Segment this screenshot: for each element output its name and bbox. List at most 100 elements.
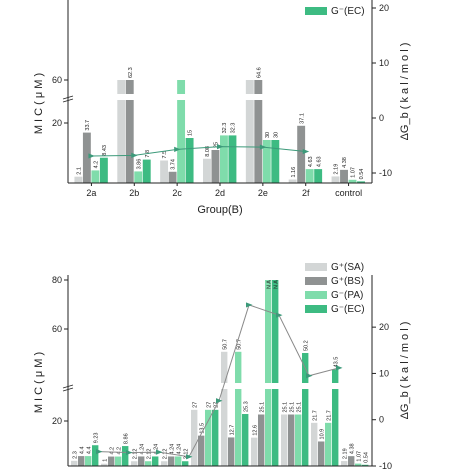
legend-swatch-bottom-1 bbox=[305, 277, 327, 285]
bar-bottom-s3-c3 bbox=[182, 461, 188, 466]
bar-top-s3-c3 bbox=[229, 135, 237, 183]
bar-bottom-s3-c2 bbox=[152, 456, 158, 466]
bar-bottom-s3-c5 bbox=[242, 414, 248, 466]
data-label-bottom-s2-c9: 1.07 bbox=[356, 451, 362, 462]
y-tick-label-top-1: 60 bbox=[52, 75, 62, 85]
bar-top-s0-c0 bbox=[74, 177, 82, 183]
x-tick-label-top-3: 2d bbox=[215, 188, 225, 198]
x-axis-title-top: Group(B) bbox=[197, 204, 242, 216]
y2-tick-label-bottom-0: 20 bbox=[379, 322, 389, 332]
data-label-top-s0-c2: 7.5 bbox=[162, 151, 168, 159]
bar-top-s3-c2 bbox=[186, 138, 194, 183]
bar-bottom-s0-c3 bbox=[161, 461, 167, 466]
data-label-bottom-s3-c1: 8.86 bbox=[123, 433, 129, 444]
data-label-bottom-s1-c0: 4.4 bbox=[79, 446, 85, 454]
y2-tick-label-top-3: -10 bbox=[379, 168, 392, 178]
bar-bottom-s0-c5 bbox=[221, 352, 227, 466]
data-label-top-s0-c6: 2.19 bbox=[334, 164, 340, 175]
data-label-top-s1-c1: 62.3 bbox=[128, 67, 134, 78]
bar-top-s3-c4 bbox=[271, 140, 279, 183]
y2-tick-label-bottom-3: -10 bbox=[379, 461, 392, 471]
x-tick-label-top-2: 2c bbox=[172, 188, 182, 198]
x-tick-label-top-0: 2a bbox=[86, 188, 96, 198]
data-label-bottom-s3-c6: N A bbox=[273, 280, 279, 289]
data-label-top-s1-c2: 3.74 bbox=[171, 159, 177, 170]
legend-label-bottom-3: G⁻(EC) bbox=[331, 304, 365, 315]
x-tick-label-top-5: 2f bbox=[302, 188, 310, 198]
bar-top-s3-c5 bbox=[314, 169, 322, 183]
bar-bottom-s2-c1 bbox=[115, 457, 121, 466]
data-label-bottom-s1-c7: 25.1 bbox=[289, 402, 295, 413]
data-label-top-s1-c6: 4.38 bbox=[342, 157, 348, 168]
data-label-bottom-s0-c9: 2.19 bbox=[342, 448, 348, 459]
bar-bottom-s3-c7 bbox=[302, 353, 308, 466]
data-label-top-s2-c6: 1.07 bbox=[351, 167, 357, 178]
data-label-bottom-s1-c6: 25.1 bbox=[259, 402, 265, 413]
y2-tick-label-top-1: 10 bbox=[379, 58, 389, 68]
y-axis-title-top: M I C ( μ M ) bbox=[33, 73, 45, 134]
data-label-bottom-s1-c5: 12.7 bbox=[229, 425, 235, 436]
data-label-bottom-s1-c3: 4.24 bbox=[169, 444, 175, 455]
data-label-bottom-s1-c8: 10.9 bbox=[319, 429, 325, 440]
bar-top-s0-c5 bbox=[289, 180, 297, 183]
dG-marker-bottom-0 bbox=[96, 449, 103, 454]
data-label-bottom-s2-c7: 25.1 bbox=[296, 402, 302, 413]
bar-bottom-s2-c6 bbox=[265, 280, 271, 466]
y-axis-title-bottom: M I C ( μ M ) bbox=[33, 352, 45, 413]
bar-bottom-s2-c4 bbox=[205, 410, 211, 466]
y-tick-label-bottom-1: 60 bbox=[52, 324, 62, 334]
dG-marker-bottom-6 bbox=[276, 313, 283, 318]
data-label-top-s3-c6: 0.54 bbox=[359, 169, 365, 180]
data-label-bottom-s1-c1: 4.2 bbox=[109, 447, 115, 455]
bar-bottom-s0-c0 bbox=[71, 461, 77, 466]
y2-axis-title-top: ΔG_b ( k a l / m o l ) bbox=[399, 43, 411, 141]
data-label-bottom-s2-c8: 21.7 bbox=[326, 410, 332, 421]
bar-top-s1-c2 bbox=[169, 172, 177, 183]
x-tick-label-top-4: 2e bbox=[258, 188, 268, 198]
dG-marker-top-0 bbox=[88, 153, 95, 158]
data-label-bottom-s2-c0: 4.4 bbox=[86, 446, 92, 454]
bar-bottom-s2-c7 bbox=[295, 415, 301, 466]
bar-top-s0-c3 bbox=[203, 159, 211, 183]
y2-tick-label-top-0: 20 bbox=[379, 3, 389, 13]
bar-top-s1-c6 bbox=[340, 170, 348, 183]
data-label-bottom-s3-c5: 25.3 bbox=[243, 401, 249, 412]
data-label-bottom-s1-c9: 4.38 bbox=[349, 443, 355, 454]
dG-marker-bottom-5 bbox=[246, 302, 253, 307]
legend-label-bottom-0: G⁺(SA) bbox=[331, 262, 364, 273]
data-label-top-s2-c0: 4.2 bbox=[93, 161, 99, 169]
axis-break-band bbox=[62, 94, 376, 100]
bar-bottom-s0-c2 bbox=[131, 461, 137, 466]
bar-top-s2-c0 bbox=[91, 170, 99, 183]
data-label-top-s3-c5: 4.63 bbox=[316, 156, 322, 167]
data-label-top-s2-c5: 4.63 bbox=[308, 156, 314, 167]
bar-bottom-s0-c9 bbox=[341, 461, 347, 466]
y2-axis-title-bottom: ΔG_b ( k a l / m o l ) bbox=[399, 322, 411, 420]
legend-swatch-bottom-2 bbox=[305, 291, 327, 299]
bar-bottom-s1-c0 bbox=[78, 456, 84, 466]
data-label-bottom-s0-c1: 1 bbox=[102, 459, 108, 462]
bar-bottom-s1-c5 bbox=[228, 437, 234, 466]
data-label-top-s3-c4: 30 bbox=[273, 132, 279, 138]
data-label-bottom-s2-c1: 4.2 bbox=[116, 447, 122, 455]
data-label-bottom-s3-c0: 9.23 bbox=[93, 433, 99, 444]
data-label-bottom-s3-c9: 0.54 bbox=[363, 452, 369, 463]
data-label-bottom-s0-c2: 2.12 bbox=[132, 449, 138, 460]
data-label-bottom-s0-c0: 2.3 bbox=[72, 451, 78, 459]
bar-bottom-s3-c0 bbox=[92, 445, 98, 466]
legend-bottom: G⁺(SA)G⁺(BS)G⁻(PA)G⁻(EC) bbox=[305, 262, 365, 315]
bar-bottom-s1-c1 bbox=[108, 457, 114, 466]
bar-top-s1-c5 bbox=[297, 126, 305, 183]
bar-bottom-s2-c8 bbox=[325, 423, 331, 466]
data-label-bottom-s2-c5: 50.7 bbox=[236, 339, 242, 350]
bar-bottom-s1-c9 bbox=[348, 456, 354, 466]
data-label-bottom-s2-c3: 4.24 bbox=[176, 444, 182, 455]
bar-top-s2-c5 bbox=[306, 169, 314, 183]
dG-marker-top-5 bbox=[303, 149, 310, 154]
legend-label-top-0: G⁻(EC) bbox=[331, 6, 365, 17]
data-label-bottom-s0-c8: 21.7 bbox=[312, 410, 318, 421]
data-label-bottom-s3-c7: 50.2 bbox=[303, 340, 309, 351]
y2-tick-label-bottom-2: 0 bbox=[379, 415, 384, 425]
bar-bottom-s3-c6 bbox=[272, 280, 278, 466]
bar-bottom-s0-c4 bbox=[191, 410, 197, 466]
